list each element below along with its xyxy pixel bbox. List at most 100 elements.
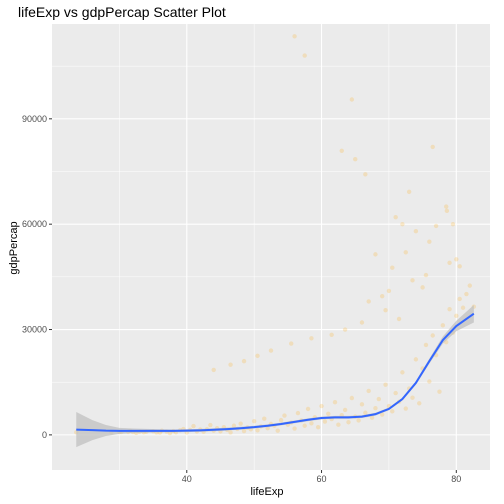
confidence-band — [76, 304, 474, 448]
data-point — [467, 283, 472, 288]
data-point — [413, 228, 419, 234]
data-point — [353, 157, 358, 162]
data-point — [295, 410, 301, 416]
data-point — [241, 428, 247, 434]
data-point — [410, 395, 415, 400]
data-point — [359, 402, 365, 407]
data-point — [329, 332, 334, 337]
data-point — [410, 278, 415, 283]
data-point — [241, 358, 247, 364]
smooth-line — [76, 312, 475, 432]
data-point — [305, 406, 311, 412]
data-point — [400, 370, 405, 375]
data-point — [342, 327, 348, 332]
data-point — [460, 305, 466, 310]
data-point — [393, 214, 398, 220]
data-point — [282, 413, 287, 418]
data-point — [363, 172, 368, 177]
data-point — [315, 424, 321, 430]
data-point — [373, 252, 378, 257]
data-point — [457, 264, 462, 269]
data-point — [255, 428, 260, 433]
data-point — [396, 316, 402, 322]
data-point — [423, 272, 429, 278]
data-point — [437, 389, 442, 394]
data-point — [447, 260, 452, 266]
y-tick-label: 0 — [42, 430, 47, 440]
data-point — [292, 34, 297, 39]
data-point — [228, 430, 233, 435]
data-point — [450, 221, 456, 227]
data-point — [366, 388, 371, 394]
data-point — [444, 208, 450, 214]
y-tick-label: 90000 — [22, 114, 47, 124]
data-point — [238, 421, 243, 426]
data-point — [292, 426, 297, 431]
data-point — [440, 323, 446, 328]
data-point — [228, 362, 233, 367]
data-point — [356, 418, 361, 423]
data-point — [444, 204, 449, 209]
data-point — [427, 239, 432, 244]
data-point — [332, 400, 338, 405]
data-point — [319, 403, 324, 409]
data-point — [278, 417, 284, 423]
data-point — [390, 409, 395, 414]
data-point — [423, 342, 429, 348]
y-tick-label: 30000 — [22, 325, 47, 335]
data-point — [251, 418, 257, 424]
data-point — [386, 288, 392, 294]
data-point — [349, 97, 355, 102]
data-point — [231, 423, 237, 428]
data-point — [326, 411, 331, 417]
data-point — [447, 306, 452, 312]
data-point — [383, 382, 388, 387]
x-tick-label: 80 — [451, 474, 461, 484]
data-point — [393, 390, 398, 396]
data-point — [464, 291, 469, 297]
data-point — [363, 410, 368, 415]
data-point — [302, 423, 307, 428]
data-point — [369, 415, 375, 420]
x-axis-label: lifeExp — [250, 486, 284, 498]
data-point — [417, 401, 422, 406]
data-point — [373, 405, 378, 411]
data-point — [400, 221, 405, 227]
data-point — [413, 357, 419, 362]
data-point — [383, 308, 388, 313]
data-point — [457, 296, 462, 302]
data-point — [336, 422, 341, 427]
data-point — [359, 320, 365, 325]
data-point — [211, 367, 216, 373]
data-point — [309, 336, 314, 341]
data-point — [420, 285, 425, 290]
data-point — [366, 299, 371, 304]
data-point — [262, 416, 267, 421]
data-point — [376, 396, 382, 402]
data-point — [208, 422, 213, 428]
plot-panel — [52, 24, 490, 470]
data-point — [433, 223, 439, 229]
data-point — [346, 420, 351, 425]
data-point — [454, 257, 459, 262]
data-point — [309, 421, 314, 426]
data-point — [390, 265, 395, 270]
data-point — [255, 353, 260, 359]
data-point — [339, 148, 344, 153]
data-point — [275, 428, 280, 433]
data-point — [268, 348, 274, 353]
data-point — [403, 250, 408, 255]
data-point — [342, 407, 348, 413]
y-tick-label: 60000 — [22, 219, 47, 229]
data-point — [430, 144, 435, 150]
chart-title: lifeExp vs gdpPercap Scatter Plot — [18, 4, 226, 20]
data-point — [302, 53, 307, 58]
data-point — [379, 412, 385, 417]
data-point — [427, 379, 432, 384]
data-point — [406, 189, 412, 195]
x-tick-label: 40 — [182, 474, 192, 484]
data-point — [191, 423, 196, 429]
data-point — [289, 341, 294, 346]
data-point — [454, 313, 459, 319]
